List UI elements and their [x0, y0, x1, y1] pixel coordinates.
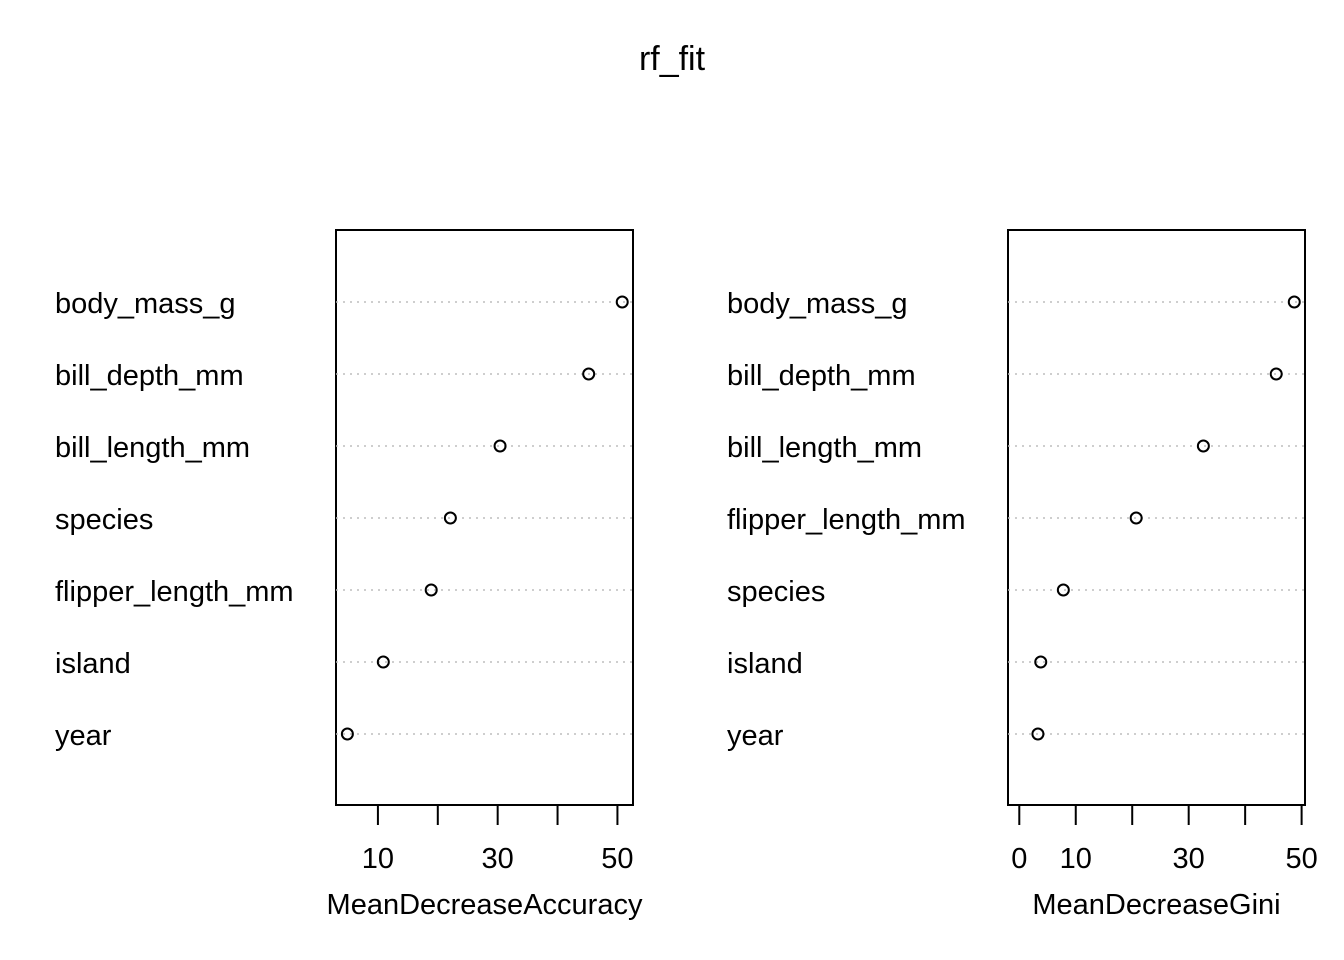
- tick-label: 30: [482, 843, 514, 875]
- category-label: species: [55, 504, 153, 536]
- category-label: flipper_length_mm: [727, 504, 966, 536]
- tick-label: 30: [1173, 843, 1205, 875]
- data-point: [582, 367, 596, 381]
- tick-label: 50: [601, 843, 633, 875]
- data-point: [1269, 367, 1283, 381]
- category-label: flipper_length_mm: [55, 576, 294, 608]
- category-label: year: [55, 720, 112, 752]
- panel-mean-decrease-gini: body_mass_g bill_depth_mm bill_length_mmfl…: [727, 229, 1318, 921]
- tick-label: 10: [362, 843, 394, 875]
- tick-label: 10: [1060, 843, 1092, 875]
- data-point: [443, 511, 457, 525]
- data-point: [1056, 583, 1070, 597]
- chart-title: rf_fit: [639, 40, 706, 78]
- category-label: body_mass_g: [727, 288, 908, 320]
- data-point: [615, 295, 629, 309]
- x-axis-label: MeanDecreaseAccuracy: [327, 889, 643, 921]
- category-label: year: [727, 720, 784, 752]
- category-label: bill_length_mm: [727, 432, 922, 464]
- data-point: [1031, 727, 1045, 741]
- category-label: body_mass_g: [55, 288, 236, 320]
- x-axis-label: MeanDecreaseGini: [1032, 889, 1280, 921]
- data-point: [424, 583, 438, 597]
- data-point: [376, 655, 390, 669]
- data-point: [1196, 439, 1210, 453]
- category-label: bill_depth_mm: [727, 360, 916, 392]
- category-label: species: [727, 576, 825, 608]
- data-point: [493, 439, 507, 453]
- data-point: [1287, 295, 1301, 309]
- category-label: bill_length_mm: [55, 432, 250, 464]
- data-point: [1034, 655, 1048, 669]
- category-label: island: [727, 648, 803, 680]
- tick-label: 50: [1285, 843, 1317, 875]
- category-label: bill_depth_mm: [55, 360, 244, 392]
- data-point: [340, 727, 354, 741]
- data-point: [1129, 511, 1143, 525]
- panel-mean-decrease-accuracy: body_mass_g bill_depth_mm bill_length_mmsp…: [55, 229, 643, 921]
- category-label: island: [55, 648, 131, 680]
- tick-label: 0: [1011, 843, 1027, 875]
